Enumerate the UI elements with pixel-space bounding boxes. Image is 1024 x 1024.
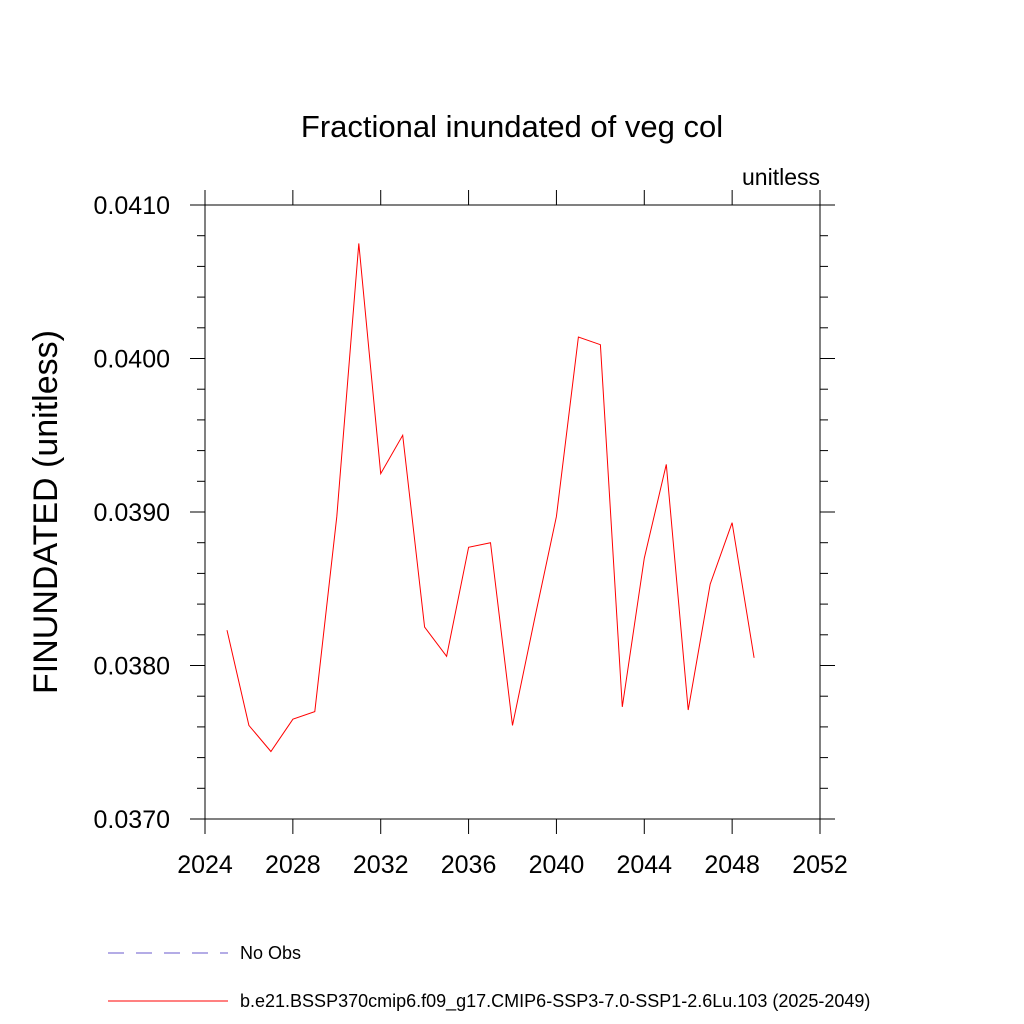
- x-tick-label: 2032: [353, 851, 409, 879]
- legend: No Obs b.e21.BSSP370cmip6.f09_g17.CMIP6-…: [108, 943, 870, 1012]
- x-tick-label: 2048: [704, 851, 760, 879]
- y-tick-label: 0.0410: [94, 192, 170, 220]
- y-tick-label: 0.0390: [94, 499, 170, 527]
- x-tick-label: 2040: [529, 851, 585, 879]
- x-tick-label: 2024: [177, 851, 233, 879]
- plot-frame: [204, 204, 821, 820]
- x-tick-label: 2028: [265, 851, 321, 879]
- y-tick-label: 0.0380: [94, 653, 170, 681]
- y-axis-ticks: 0.0370 0.0380 0.0390 0.0400 0.0410: [94, 192, 835, 834]
- legend-label-model-run: b.e21.BSSP370cmip6.f09_g17.CMIP6-SSP3-7.…: [240, 991, 870, 1012]
- units-label: unitless: [742, 164, 820, 190]
- series-layer: [226, 243, 755, 753]
- x-tick-label: 2036: [441, 851, 497, 879]
- x-tick-label: 2044: [616, 851, 672, 879]
- x-axis-ticks: 2024 2028 2032 2036 2040 2044 2048 2052: [177, 190, 848, 879]
- y-tick-label: 0.0370: [94, 806, 170, 834]
- y-tick-label: 0.0400: [94, 346, 170, 374]
- series-line-0: [226, 243, 755, 753]
- y-axis-title: FINUNDATED (unitless): [27, 330, 65, 694]
- legend-label-no-obs: No Obs: [240, 943, 301, 963]
- x-tick-label: 2052: [792, 851, 848, 879]
- chart-title: Fractional inundated of veg col: [301, 109, 723, 144]
